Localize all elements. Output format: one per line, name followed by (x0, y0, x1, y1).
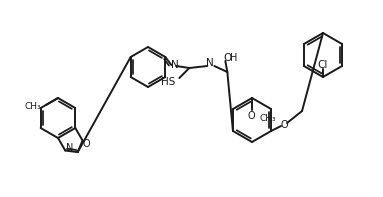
Text: Cl: Cl (318, 60, 328, 70)
Text: O: O (83, 138, 90, 149)
Text: O: O (247, 111, 255, 121)
Text: O: O (280, 120, 288, 130)
Text: O: O (223, 53, 231, 63)
Text: CH₃: CH₃ (25, 101, 41, 111)
Text: N: N (65, 142, 73, 152)
Text: HS: HS (161, 77, 175, 87)
Text: CH₃: CH₃ (259, 113, 276, 123)
Text: N: N (172, 60, 179, 70)
Text: N: N (206, 58, 214, 68)
Text: H: H (230, 53, 237, 63)
